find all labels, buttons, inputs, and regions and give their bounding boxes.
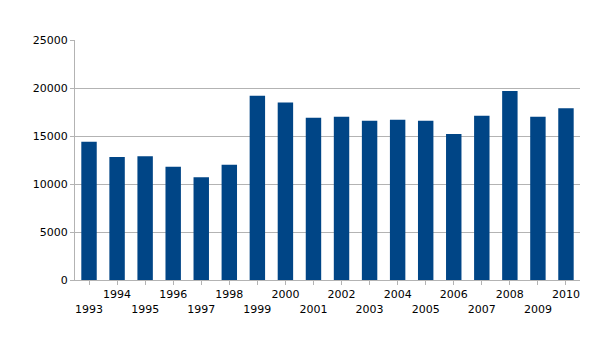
svg-text:1999: 1999 [243,303,271,316]
svg-text:2004: 2004 [384,288,412,301]
svg-text:2007: 2007 [468,303,496,316]
svg-text:2006: 2006 [440,288,468,301]
svg-text:2005: 2005 [412,303,440,316]
svg-text:1996: 1996 [159,288,187,301]
svg-text:0: 0 [61,274,68,287]
svg-text:2001: 2001 [299,303,327,316]
svg-text:1993: 1993 [75,303,103,316]
svg-text:1998: 1998 [215,288,243,301]
svg-text:25000: 25000 [33,34,68,47]
svg-text:1997: 1997 [187,303,215,316]
svg-text:2008: 2008 [496,288,524,301]
svg-text:2009: 2009 [524,303,552,316]
svg-text:15000: 15000 [33,130,68,143]
svg-text:2003: 2003 [356,303,384,316]
svg-text:2002: 2002 [328,288,356,301]
svg-text:2000: 2000 [271,288,299,301]
svg-text:10000: 10000 [33,178,68,191]
svg-text:20000: 20000 [33,82,68,95]
svg-text:5000: 5000 [40,226,68,239]
svg-text:1995: 1995 [131,303,159,316]
svg-text:1994: 1994 [103,288,131,301]
svg-text:2010: 2010 [552,288,580,301]
